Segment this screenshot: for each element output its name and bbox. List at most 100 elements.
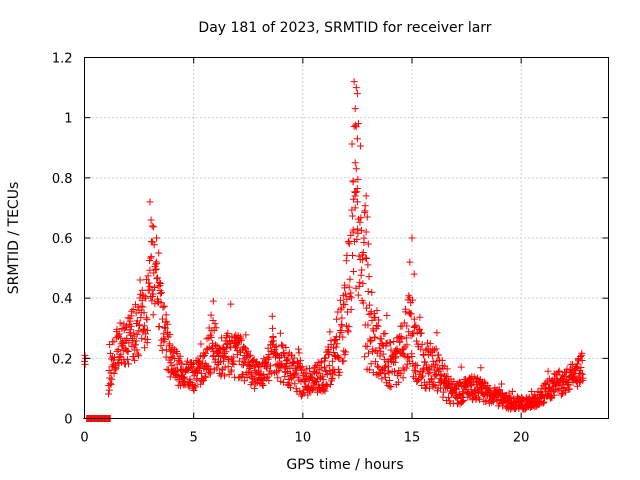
data-point: [354, 291, 362, 299]
data-point: [554, 386, 562, 394]
data-point: [175, 357, 183, 365]
data-point: [457, 363, 465, 371]
data-point: [362, 192, 370, 200]
data-point: [339, 333, 347, 341]
data-point: [144, 272, 152, 280]
data-point: [150, 241, 158, 249]
data-point: [391, 358, 399, 366]
data-point: [81, 360, 89, 368]
data-point: [365, 273, 373, 281]
data-point: [405, 357, 413, 365]
data-point: [296, 356, 304, 364]
data-point: [349, 251, 357, 259]
data-point: [415, 325, 423, 333]
data-point: [438, 357, 446, 365]
data-point: [576, 366, 584, 374]
data-points: [81, 78, 587, 422]
data-point: [371, 358, 379, 366]
data-point: [211, 320, 219, 328]
plot-frame: [84, 57, 609, 419]
data-point: [332, 343, 340, 351]
data-point: [344, 328, 352, 336]
data-point: [287, 384, 295, 392]
data-point: [244, 347, 252, 355]
data-point: [230, 360, 238, 368]
data-point: [577, 369, 585, 377]
data-point: [178, 360, 186, 368]
data-point: [269, 324, 277, 332]
data-point: [399, 374, 407, 382]
data-point: [305, 365, 313, 373]
data-point: [428, 377, 436, 385]
data-point: [353, 135, 361, 143]
data-point: [112, 364, 120, 372]
data-point: [352, 284, 360, 292]
data-point: [325, 350, 333, 358]
data-point: [346, 275, 354, 283]
data-point: [279, 378, 287, 386]
data-point: [426, 368, 434, 376]
data-point: [282, 362, 290, 370]
data-point: [539, 399, 547, 407]
data-point: [143, 316, 151, 324]
data-point: [430, 381, 438, 389]
data-point: [155, 279, 163, 287]
data-point: [159, 303, 167, 311]
data-point: [279, 342, 287, 350]
data-point: [235, 374, 243, 382]
x-axis-label: GPS time / hours: [286, 457, 403, 473]
data-point: [411, 322, 419, 330]
data-point: [139, 325, 147, 333]
data-point: [397, 369, 405, 377]
axis-ticks: [84, 57, 609, 419]
data-point: [157, 280, 165, 288]
data-point: [294, 345, 302, 353]
data-point: [364, 321, 372, 329]
data-point: [367, 308, 375, 316]
data-point: [417, 374, 425, 382]
data-point: [481, 378, 489, 386]
data-point: [183, 357, 191, 365]
data-point: [176, 358, 184, 366]
data-point: [278, 341, 286, 349]
data-point: [363, 342, 371, 350]
data-point: [207, 368, 215, 376]
data-point: [411, 368, 419, 376]
data-point: [135, 352, 143, 360]
data-point: [577, 364, 585, 372]
data-point: [424, 370, 432, 378]
data-point: [353, 90, 361, 98]
data-point: [431, 346, 439, 354]
data-point: [258, 381, 266, 389]
chart-title: Day 181 of 2023, SRMTID for receiver lar…: [198, 20, 491, 36]
data-point: [396, 338, 404, 346]
x-tick-label: 0: [80, 431, 88, 446]
data-point: [356, 278, 364, 286]
data-point: [191, 382, 199, 390]
data-point: [410, 315, 418, 323]
data-point: [274, 374, 282, 382]
data-point: [337, 321, 345, 329]
data-point: [240, 343, 248, 351]
data-point: [342, 290, 350, 298]
data-point: [413, 337, 421, 345]
data-point: [576, 352, 584, 360]
data-point: [351, 105, 359, 113]
data-point: [437, 371, 445, 379]
data-point: [347, 294, 355, 302]
data-point: [113, 325, 121, 333]
data-point: [373, 307, 381, 315]
data-point: [295, 349, 303, 357]
data-point: [391, 367, 399, 375]
data-point: [162, 311, 170, 319]
data-point: [163, 365, 171, 373]
data-point: [316, 359, 324, 367]
data-point: [212, 341, 220, 349]
data-point: [328, 374, 336, 382]
data-point: [134, 350, 142, 358]
data-point: [346, 292, 354, 300]
data-point: [333, 340, 341, 348]
data-point: [203, 345, 211, 353]
data-point: [138, 286, 146, 294]
